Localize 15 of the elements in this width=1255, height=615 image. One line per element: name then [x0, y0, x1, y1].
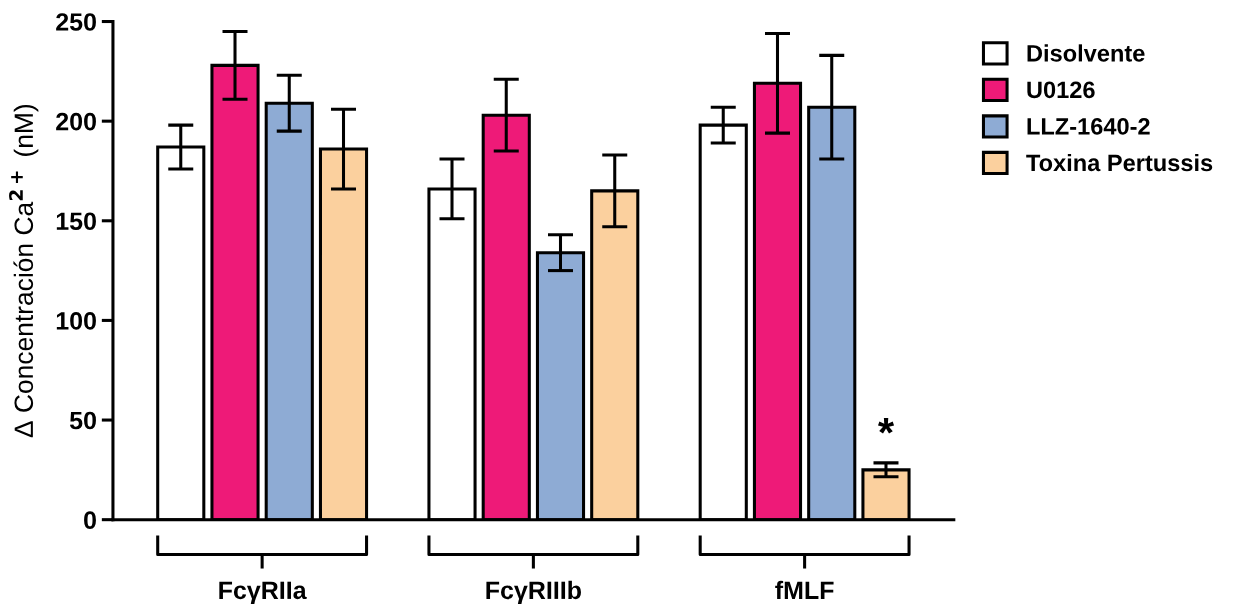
y-axis-title: Δ Concentración Ca$^{2+}$ (nM) [9, 104, 39, 438]
y-tick-label: 250 [56, 13, 96, 31]
legend-label: Disolvente [1027, 44, 1145, 62]
y-tick-label: 100 [56, 312, 96, 330]
x-tick-label: FcγRIIa [219, 581, 307, 605]
x-tick-label: fMLF [775, 580, 834, 599]
legend-label: Toxina Pertussis [1026, 153, 1213, 172]
legend-label: LLZ-1640-2 [1027, 118, 1150, 135]
y-tick-label: 0 [84, 511, 96, 529]
y-tick-label: 150 [56, 212, 96, 231]
annotation: * [878, 418, 895, 434]
y-tick-label: 50 [69, 411, 96, 430]
legend-label: U0126 [1027, 81, 1095, 99]
y-tick-label: 200 [56, 112, 96, 131]
x-tick-label: FcγRIIIb [486, 580, 581, 605]
